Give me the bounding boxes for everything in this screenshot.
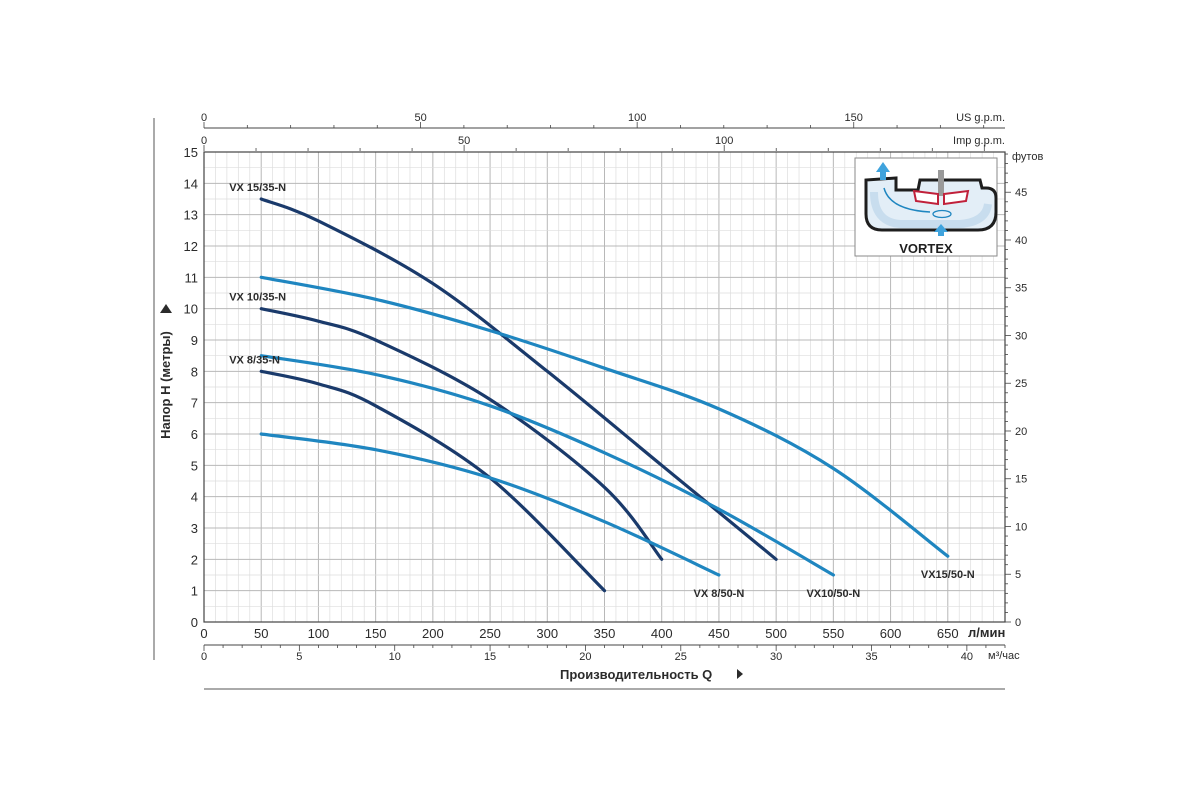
x-tick-label: 650 [937, 626, 959, 641]
y-tick-label: 14 [184, 176, 198, 191]
series-line-vx15-50-n [259, 275, 950, 558]
vortex-logo-label: VORTEX [899, 241, 953, 256]
m3h-tick-label: 40 [961, 651, 973, 663]
m3h-tick-label: 20 [579, 651, 591, 663]
x-tick-label: 0 [200, 626, 207, 641]
series-label-vx-8-50-n: VX 8/50-N [694, 588, 745, 600]
y-tick-label: 12 [184, 239, 198, 254]
series-line-vx10-50-n [259, 354, 835, 577]
us-gpm-tick-label: 50 [414, 112, 426, 124]
m3h-unit-label: м³/час [988, 650, 1020, 662]
y-tick-label: 9 [191, 333, 198, 348]
x-tick-label: 600 [880, 626, 902, 641]
feet-tick-label: 45 [1015, 187, 1027, 199]
series-curves [259, 197, 950, 593]
x-tick-label: 450 [708, 626, 730, 641]
x-tick-label: 200 [422, 626, 444, 641]
m3h-tick-label: 0 [201, 651, 207, 663]
feet-tick-label: 25 [1015, 378, 1027, 390]
us-gpm-tick-label: 0 [201, 112, 207, 124]
series-line-vx-8-35-n [259, 369, 607, 593]
us-gpm-tick-label: 150 [845, 112, 863, 124]
inflow-arrow-icon [934, 224, 948, 232]
y-tick-label: 3 [191, 521, 198, 536]
us-gpm-axis: 0 50 100 150 [201, 112, 1005, 129]
vortex-logo: VORTEX [854, 157, 998, 257]
x-tick-label: 250 [479, 626, 501, 641]
m3h-tick-label: 5 [296, 651, 302, 663]
x-tick-label: 300 [536, 626, 558, 641]
y-axis-arrow-icon [160, 304, 172, 313]
series-labels: VX 15/35-N VX 10/35-N VX 8/35-N VX15/50-N VX… [229, 182, 975, 600]
m3h-tick-label: 15 [484, 651, 496, 663]
feet-tick-label: 20 [1015, 426, 1027, 438]
y-tick-label: 8 [191, 364, 198, 379]
m3h-tick-label: 25 [675, 651, 687, 663]
us-gpm-tick-label: 100 [628, 112, 646, 124]
series-line-vx-8-50-n [259, 432, 721, 577]
y-tick-label: 1 [191, 584, 198, 599]
series-label-vx-8-35-n: VX 8/35-N [229, 354, 280, 366]
feet-tick-label: 5 [1015, 569, 1021, 581]
y-tick-label: 6 [191, 427, 198, 442]
plot-border [203, 151, 1006, 623]
m3h-tick-label: 30 [770, 651, 782, 663]
x-tick-label: 350 [594, 626, 616, 641]
x-tick-label: 150 [365, 626, 387, 641]
x-tick-label: 400 [651, 626, 673, 641]
feet-tick-label: 15 [1015, 474, 1027, 486]
feet-tick-label: 10 [1015, 521, 1027, 533]
x-tick-label: 500 [765, 626, 787, 641]
y-tick-label: 7 [191, 396, 198, 411]
x-tick-label: 100 [308, 626, 330, 641]
feet-tick-label: 0 [1015, 617, 1021, 629]
series-label-vx10-50-n: VX10/50-N [806, 588, 860, 600]
imp-gpm-tick-label: 100 [715, 135, 733, 147]
m3h-tick-label: 10 [389, 651, 401, 663]
imp-gpm-axis: 0 50 100 [201, 135, 985, 151]
series-line-vx-15-35-n [259, 197, 778, 561]
outflow-arrow-icon [876, 162, 890, 172]
y-axis-title-group: Напор H (метры) [158, 304, 173, 439]
us-gpm-unit-label: US g.p.m. [956, 112, 1005, 124]
y-tick-label: 4 [191, 490, 198, 505]
x-unit-label: л/мин [968, 625, 1005, 640]
imp-gpm-tick-label: 50 [458, 135, 470, 147]
series-line-vx-10-35-n [259, 307, 664, 561]
y-tick-label: 5 [191, 458, 198, 473]
y-tick-label: 13 [184, 208, 198, 223]
imp-gpm-unit-label: Imp g.p.m. [953, 135, 1005, 147]
x-axis-title: Производительность Q [560, 667, 712, 682]
series-label-vx15-50-n: VX15/50-N [921, 569, 975, 581]
series-label-vx-15-35-n: VX 15/35-N [229, 182, 286, 194]
x-tick-label: 550 [823, 626, 845, 641]
y-tick-label: 0 [191, 615, 198, 630]
y-tick-label: 10 [184, 302, 198, 317]
x-axis-lpm: 0 50 100 150 200 250 300 350 400 450 500 550 600 650 [200, 626, 958, 641]
plot-frame [203, 151, 1006, 623]
m3h-tick-label: 35 [865, 651, 877, 663]
series-label-vx-10-35-n: VX 10/35-N [229, 292, 286, 304]
feet-tick-label: 30 [1015, 330, 1027, 342]
feet-unit-label: футов [1012, 151, 1043, 163]
y-axis-title: Напор H (метры) [158, 331, 173, 439]
y-tick-label: 2 [191, 552, 198, 567]
x-tick-label: 50 [254, 626, 268, 641]
feet-tick-label: 35 [1015, 283, 1027, 295]
y-tick-label: 11 [185, 270, 199, 285]
y-axis-feet: 0 5 10 15 20 25 30 35 40 45 [1005, 153, 1027, 629]
x-axis-m3h: 0 5 10 15 20 25 30 35 40 [201, 644, 1006, 663]
x-axis-arrow-icon [737, 669, 743, 679]
imp-gpm-tick-label: 0 [201, 135, 207, 147]
y-tick-label: 15 [184, 145, 198, 160]
feet-tick-label: 40 [1015, 235, 1027, 247]
